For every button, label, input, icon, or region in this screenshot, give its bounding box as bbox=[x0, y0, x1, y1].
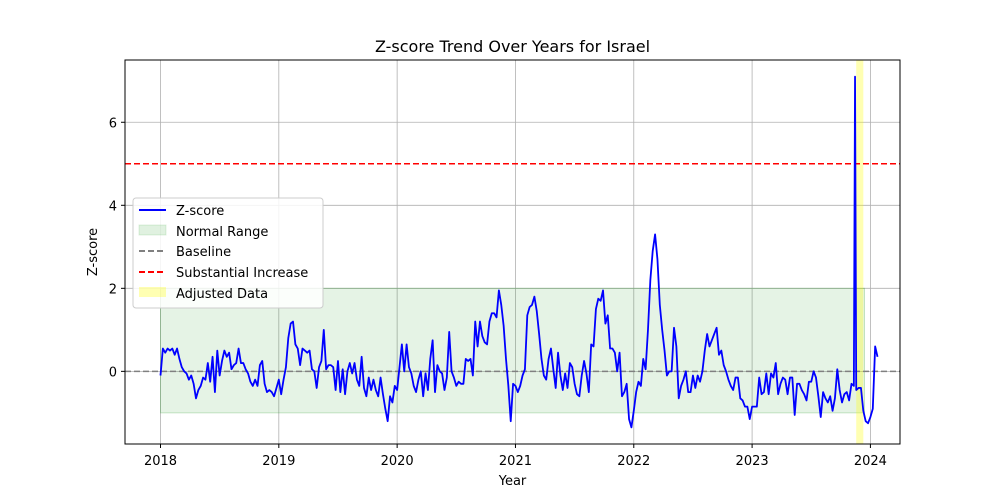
y-tick-label: 0 bbox=[109, 365, 117, 380]
ticks-layer: 2018 2019 2020 2021 2022 2023 2024 0 2 4 6 bbox=[109, 116, 887, 469]
x-tick-label: 2021 bbox=[499, 454, 532, 469]
legend-zscore-label: Z-score bbox=[176, 204, 224, 219]
series-layer bbox=[159, 75, 879, 429]
y-tick-label: 2 bbox=[109, 282, 117, 297]
legend-adjusted-data-swatch bbox=[139, 287, 166, 297]
x-tick-label: 2022 bbox=[617, 454, 650, 469]
zscore-series-line bbox=[159, 75, 879, 429]
legend-substantial-increase-label: Substantial Increase bbox=[176, 266, 308, 281]
x-tick-label: 2020 bbox=[381, 454, 414, 469]
chart-title: Z-score Trend Over Years for Israel bbox=[375, 37, 650, 56]
legend-baseline-label: Baseline bbox=[176, 245, 231, 260]
y-tick-label: 4 bbox=[109, 199, 117, 214]
legend-normal-range-label: Normal Range bbox=[176, 225, 268, 240]
x-tick-label: 2024 bbox=[854, 454, 887, 469]
legend: Z-score Normal Range Baseline Substantia… bbox=[132, 197, 324, 309]
y-axis-label: Z-score bbox=[86, 228, 101, 276]
legend-normal-range-swatch bbox=[138, 224, 167, 236]
plot-frame bbox=[124, 59, 901, 445]
adjusted-data-band bbox=[856, 60, 864, 444]
y-tick-label: 6 bbox=[109, 116, 117, 131]
x-axis-label: Year bbox=[498, 474, 527, 489]
reference-lines-layer bbox=[125, 163, 900, 373]
x-tick-label: 2018 bbox=[144, 454, 177, 469]
legend-adjusted-data-label: Adjusted Data bbox=[176, 287, 268, 302]
x-tick-label: 2023 bbox=[736, 454, 769, 469]
x-tick-label: 2019 bbox=[262, 454, 295, 469]
legend-frame bbox=[132, 197, 324, 309]
